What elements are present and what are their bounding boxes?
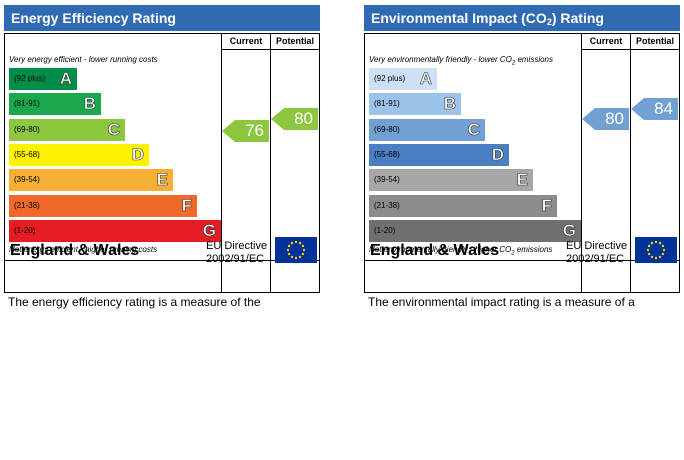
band-range-label: (1-20)	[14, 225, 36, 235]
current-column-header: Current	[589, 36, 623, 46]
band-letter: C	[467, 119, 480, 139]
band-range-label: (92 plus)	[374, 74, 406, 83]
eu-star	[286, 248, 290, 252]
band-letter: G	[202, 220, 216, 240]
eu-star	[650, 255, 654, 259]
band-letter: D	[131, 144, 144, 165]
eu-directive: EU Directive 2002/91/EC	[206, 240, 268, 265]
top-caption: Very environmentally friendly - lower CO…	[369, 55, 554, 67]
eu-star	[654, 240, 658, 244]
eu-star	[290, 255, 294, 259]
band-range-label: (39-54)	[14, 175, 40, 185]
bottom-caption: Not environmentally friendly - higher CO…	[369, 245, 553, 257]
band-range-label: (81-91)	[14, 99, 40, 109]
rating-band-g: (1-20) G	[9, 219, 221, 242]
eu-star	[301, 244, 305, 248]
eu-star	[298, 255, 302, 259]
eu-flag-icon	[635, 237, 677, 263]
potential-column-header: Potential	[275, 36, 314, 46]
eu-star	[658, 241, 662, 245]
current-column-header: Current	[229, 36, 263, 46]
band-range-label: (55-68)	[14, 149, 40, 159]
rating-band-e: (39-54) E	[369, 169, 533, 192]
band-range-label: (81-91)	[374, 99, 400, 109]
band-range-label: (21-38)	[14, 200, 40, 210]
region-label: England & Wales	[10, 242, 140, 259]
rating-band-d: (55-68) D	[369, 143, 509, 166]
eu-star	[650, 241, 654, 245]
band-range-label: (69-80)	[14, 124, 40, 134]
band-letter: E	[516, 170, 528, 190]
description-text: The energy efficiency rating is a measur…	[8, 295, 261, 309]
eu-star	[294, 256, 298, 260]
band-letter: G	[562, 220, 576, 240]
rating-band-b: (81-91) B	[9, 93, 101, 116]
eu-star	[647, 252, 651, 256]
eu-star	[287, 244, 291, 248]
eu-star	[290, 241, 294, 245]
panel-title: Environmental Impact (CO2) Rating	[364, 5, 680, 31]
panel-title: Energy Efficiency Rating	[4, 5, 320, 31]
eu-star	[647, 244, 651, 248]
rating-band-b: (81-91) B	[369, 93, 461, 116]
eu-star	[658, 255, 662, 259]
eu-star	[298, 241, 302, 245]
eu-star	[646, 248, 650, 252]
rating-band-f: (21-38) F	[9, 194, 197, 217]
eu-directive: EU Directive 2002/91/EC	[566, 240, 628, 265]
eu-star	[287, 252, 291, 256]
rating-band-f: (21-38) F	[369, 194, 557, 217]
band-letter: E	[156, 170, 168, 190]
description-text: The environmental impact rating is a mea…	[368, 295, 635, 309]
eu-star	[294, 240, 298, 244]
band-letter: A	[59, 69, 72, 89]
rating-table: Current Potential Very energy efficient …	[4, 33, 320, 293]
rating-band-e: (39-54) E	[9, 169, 173, 192]
current-rating-arrow: 76	[222, 120, 269, 142]
energy-efficiency-panel: Energy Efficiency Rating Current Potenti…	[4, 5, 320, 310]
rating-band-a: (92 plus) A	[9, 68, 77, 90]
rating-band-a: (92 plus) A	[369, 68, 437, 90]
potential-column-header: Potential	[635, 36, 674, 46]
potential-rating-arrow: 80	[271, 108, 318, 130]
potential-rating-arrow: 84	[631, 98, 678, 120]
band-range-label: (69-80)	[374, 124, 400, 134]
band-range-label: (39-54)	[374, 175, 400, 185]
band-range-label: (21-38)	[374, 200, 400, 210]
top-caption: Very energy efficient - lower running co…	[9, 55, 158, 64]
band-range-label: (92 plus)	[14, 74, 46, 83]
band-letter: C	[107, 119, 120, 139]
rating-band-g: (1-20) G	[369, 219, 581, 242]
eu-star	[661, 252, 665, 256]
eu-flag-icon	[275, 237, 317, 263]
band-letter: B	[83, 94, 96, 114]
eu-star	[662, 248, 666, 252]
region-label: England & Wales	[370, 242, 500, 259]
band-letter: A	[419, 69, 432, 89]
eu-star	[301, 252, 305, 256]
rating-band-d: (55-68) D	[9, 143, 149, 166]
rating-band-c: (69-80) C	[9, 118, 125, 141]
eu-star	[302, 248, 306, 252]
band-letter: D	[491, 144, 504, 165]
band-letter: F	[181, 195, 192, 215]
rating-band-c: (69-80) C	[369, 118, 485, 141]
rating-table: Current Potential Very environmentally f…	[364, 33, 680, 293]
band-range-label: (55-68)	[374, 149, 400, 159]
eu-star	[661, 244, 665, 248]
current-rating-arrow: 80	[582, 108, 629, 130]
band-range-label: (1-20)	[374, 225, 396, 235]
environmental-impact-panel: Environmental Impact (CO2) Rating Curren…	[364, 5, 680, 310]
band-letter: B	[443, 94, 456, 114]
bottom-caption: Not energy efficient - higher running co…	[9, 245, 158, 254]
band-letter: F	[541, 195, 552, 215]
eu-star	[654, 256, 658, 260]
